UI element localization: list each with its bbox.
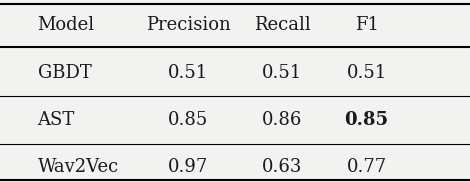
Text: 0.77: 0.77 bbox=[346, 159, 387, 176]
Text: Recall: Recall bbox=[254, 17, 310, 34]
Text: 0.63: 0.63 bbox=[262, 159, 302, 176]
Text: GBDT: GBDT bbox=[38, 64, 91, 82]
Text: 0.85: 0.85 bbox=[345, 111, 389, 129]
Text: 0.86: 0.86 bbox=[262, 111, 302, 129]
Text: AST: AST bbox=[38, 111, 75, 129]
Text: F1: F1 bbox=[354, 17, 379, 34]
Text: Model: Model bbox=[38, 17, 95, 34]
Text: 0.51: 0.51 bbox=[262, 64, 302, 82]
Text: 0.97: 0.97 bbox=[168, 159, 208, 176]
Text: 0.85: 0.85 bbox=[168, 111, 208, 129]
Text: Wav2Vec: Wav2Vec bbox=[38, 159, 119, 176]
Text: 0.51: 0.51 bbox=[168, 64, 208, 82]
Text: 0.51: 0.51 bbox=[346, 64, 387, 82]
Text: Precision: Precision bbox=[146, 17, 230, 34]
